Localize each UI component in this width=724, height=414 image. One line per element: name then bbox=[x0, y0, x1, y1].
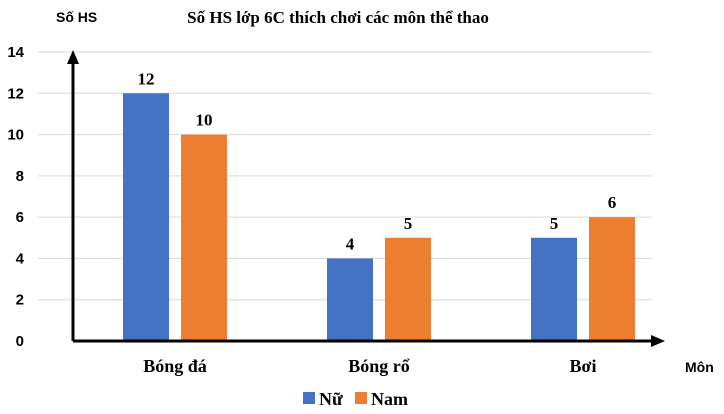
y-tick-label: 8 bbox=[16, 168, 24, 185]
x-axis-arrow bbox=[651, 335, 665, 347]
y-tick-labels: 0 2 4 6 8 10 12 14 bbox=[7, 44, 24, 350]
category-labels: Bóng đá Bóng rổ Bơi bbox=[143, 356, 596, 376]
y-tick-label: 4 bbox=[16, 250, 25, 267]
bar-nam bbox=[181, 134, 227, 341]
bar-nam bbox=[589, 217, 635, 341]
y-tick-label: 10 bbox=[7, 127, 24, 144]
bar-nu bbox=[123, 93, 169, 342]
y-tick-label: 0 bbox=[16, 333, 24, 350]
category-label: Bóng rổ bbox=[348, 356, 410, 376]
legend-label-nam: Nam bbox=[371, 389, 408, 409]
data-label: 4 bbox=[346, 234, 355, 253]
y-axis-label: Số HS bbox=[56, 9, 97, 25]
data-label: 10 bbox=[196, 111, 213, 130]
bar-nu bbox=[327, 258, 373, 341]
category-label: Bơi bbox=[570, 356, 597, 376]
y-tick-label: 14 bbox=[7, 44, 24, 61]
chart-title: Số HS lớp 6C thích chơi các môn thể thao bbox=[187, 8, 489, 27]
data-label: 5 bbox=[404, 214, 413, 233]
legend: Nữ Nam bbox=[303, 389, 408, 409]
y-tick-label: 6 bbox=[16, 209, 24, 226]
data-label: 12 bbox=[138, 69, 155, 88]
data-label: 6 bbox=[608, 193, 617, 212]
legend-swatch-nu bbox=[303, 392, 315, 404]
bar-nu bbox=[531, 237, 577, 341]
category-label: Bóng đá bbox=[143, 356, 207, 376]
legend-swatch-nam bbox=[355, 392, 367, 404]
data-labels: 12 10 4 5 5 6 bbox=[138, 69, 617, 253]
legend-label-nu: Nữ bbox=[319, 389, 343, 409]
data-label: 5 bbox=[550, 214, 559, 233]
x-axis-label: Môn bbox=[685, 359, 714, 375]
y-tick-label: 12 bbox=[7, 85, 24, 102]
bars bbox=[123, 93, 635, 342]
y-tick-label: 2 bbox=[16, 292, 24, 309]
y-axis-arrow bbox=[67, 50, 79, 64]
bar-nam bbox=[385, 237, 431, 341]
